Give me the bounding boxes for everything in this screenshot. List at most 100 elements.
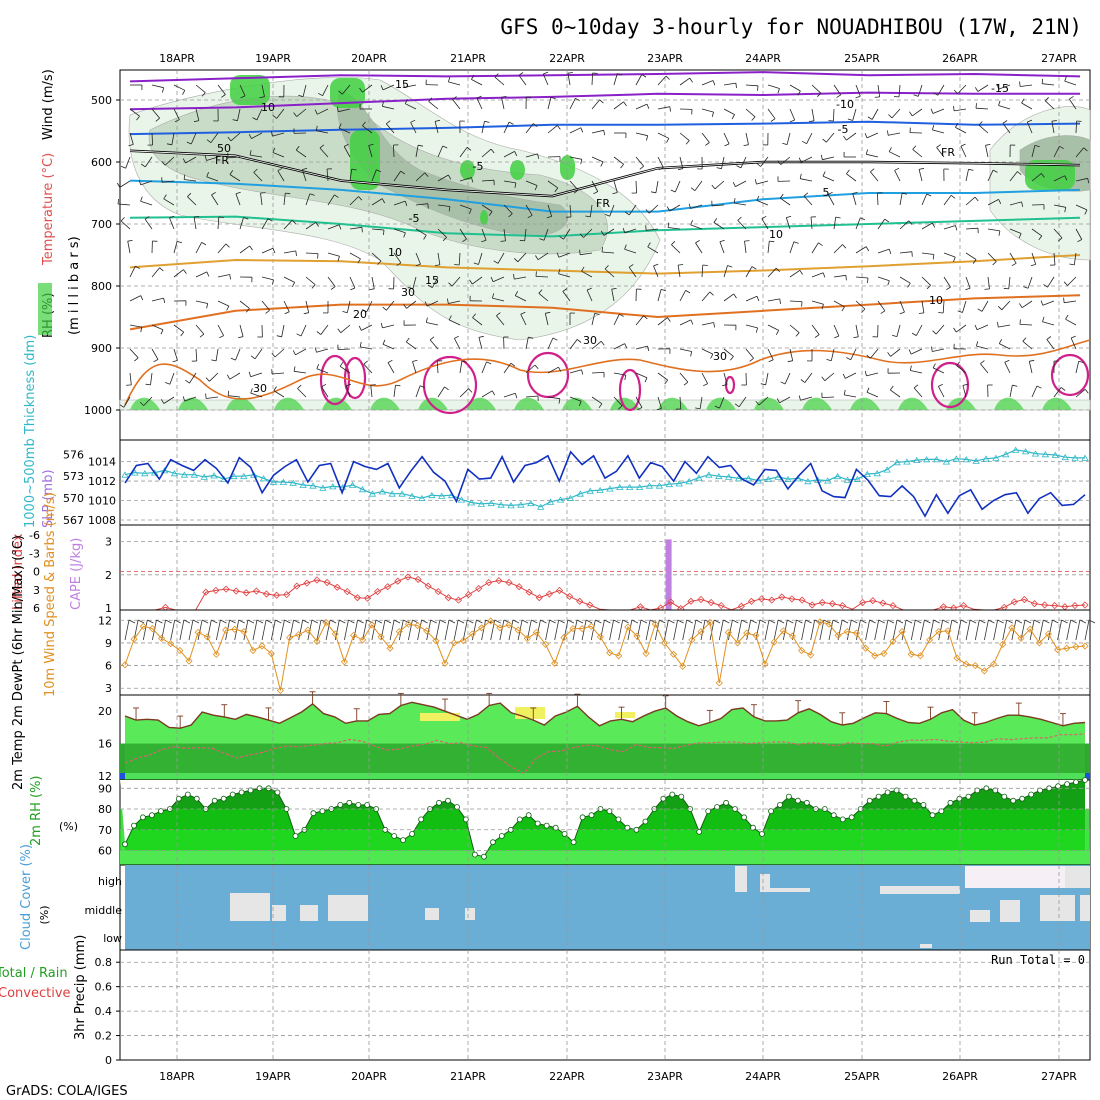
wind-barb [393,170,402,182]
wind-barb [1046,339,1055,350]
wind-barb-flag [259,96,265,98]
wind-barb [613,314,620,326]
wind-barb [434,121,439,134]
thickness-tick-label: 567 [63,514,84,527]
wind-barb-flag [172,360,178,363]
rh2m-marker [911,797,918,804]
wind-barb-flag [1059,145,1064,150]
wind-speed-marker [944,627,952,635]
wind-barb [125,156,131,169]
wind-barb-flag [647,346,650,352]
wind-barb-flag [667,222,670,228]
wind-barb-flag [1021,201,1024,207]
wind-barb [410,122,417,134]
wind-barb [657,106,670,110]
li-marker [323,578,331,587]
thickness-marker [150,469,159,476]
wind-barb-flag [822,272,826,278]
wind-barb [1027,276,1033,289]
wind-barb [302,84,307,97]
rh2m-marker [1019,795,1026,802]
wind-barb [281,324,285,337]
wind-barb-flag [1021,98,1025,104]
wind-barb-flag [880,310,886,314]
rh2m-marker [355,802,362,808]
wind-speed-marker [596,633,604,641]
thickness-marker [131,469,139,476]
thickness-marker [141,470,149,477]
li-marker [495,577,503,585]
wind-barb-flag [912,145,917,150]
wind-barb-flag [230,357,236,361]
wind-barb [657,289,662,302]
wind-barb [492,297,505,302]
wind-barb [789,324,800,334]
wind-barb [745,132,749,145]
wind-barb [679,319,692,326]
wind-barb-flag [527,214,533,219]
rh-surface-patch [226,397,256,410]
wind-barb-flag [678,264,684,266]
wind-barb [276,108,285,119]
wind-speed-marker [386,644,394,652]
rh-high-patch [480,210,488,225]
surface-wind-barb [929,619,934,641]
wind-barb-flag [600,230,605,236]
wind-barb-flag [855,95,861,99]
wind-barb [899,193,903,206]
surface-wind-barb-flag [686,619,693,624]
wind-speed-marker [167,640,175,648]
wind-barb [1064,300,1077,304]
wind-barb-flag [761,215,767,220]
wind-barb-flag [620,163,624,169]
rh-tick-label: 70 [98,824,112,837]
wind-barb-flag [1087,178,1090,184]
rh2m-marker [965,793,972,800]
wind-barb [965,276,971,289]
wind-barb [690,224,703,230]
thickness-marker [517,501,525,508]
wind-barb-flag [358,325,362,331]
wind-barb [558,273,571,278]
wind-barb [938,386,945,398]
wind-barb [382,343,395,350]
isotherm-5 [129,179,1081,213]
isotherm--5 [129,120,1081,136]
surface-wind-barb-flag [128,619,136,624]
wind-barb-flag [664,379,669,385]
surface-wind-barb [499,619,505,641]
wind-barb-flag [412,359,418,362]
wind-barb [846,173,857,182]
wind-barb-flag [454,264,460,266]
surface-wind-barb [389,619,395,641]
wind-barb [877,276,890,282]
wind-barb-flag [842,373,846,379]
surface-wind-barb-flag [768,619,776,624]
wind-barb-flag [601,246,603,253]
wind-barb [855,84,861,97]
surface-wind-barb-flag [905,619,913,624]
wind-barb [679,396,682,410]
wind-barb-flag [1017,171,1022,176]
contour-label: 10 [388,246,402,259]
wind-barb [451,276,461,287]
wind-barb [657,75,667,86]
thickness-marker [457,496,466,503]
top-date-label: 24APR [745,52,781,65]
wind-speed-marker [258,642,266,650]
wind-barb [1075,228,1083,240]
wind-barb [151,297,164,302]
surface-wind-barb-flag [823,619,831,624]
wind-barb-flag [899,311,905,315]
wind-barb [250,372,263,378]
wind-barb [405,103,417,110]
surface-wind-barb [261,619,267,641]
wind-barb [877,84,881,97]
wind-barb [745,348,754,359]
wind-barb [206,396,219,399]
wind-speed-marker [249,646,257,655]
wind-barb [363,363,373,374]
surface-wind-barb-flag [915,619,922,624]
wind-barb-flag [490,148,495,154]
rh-high-patch [350,130,380,190]
